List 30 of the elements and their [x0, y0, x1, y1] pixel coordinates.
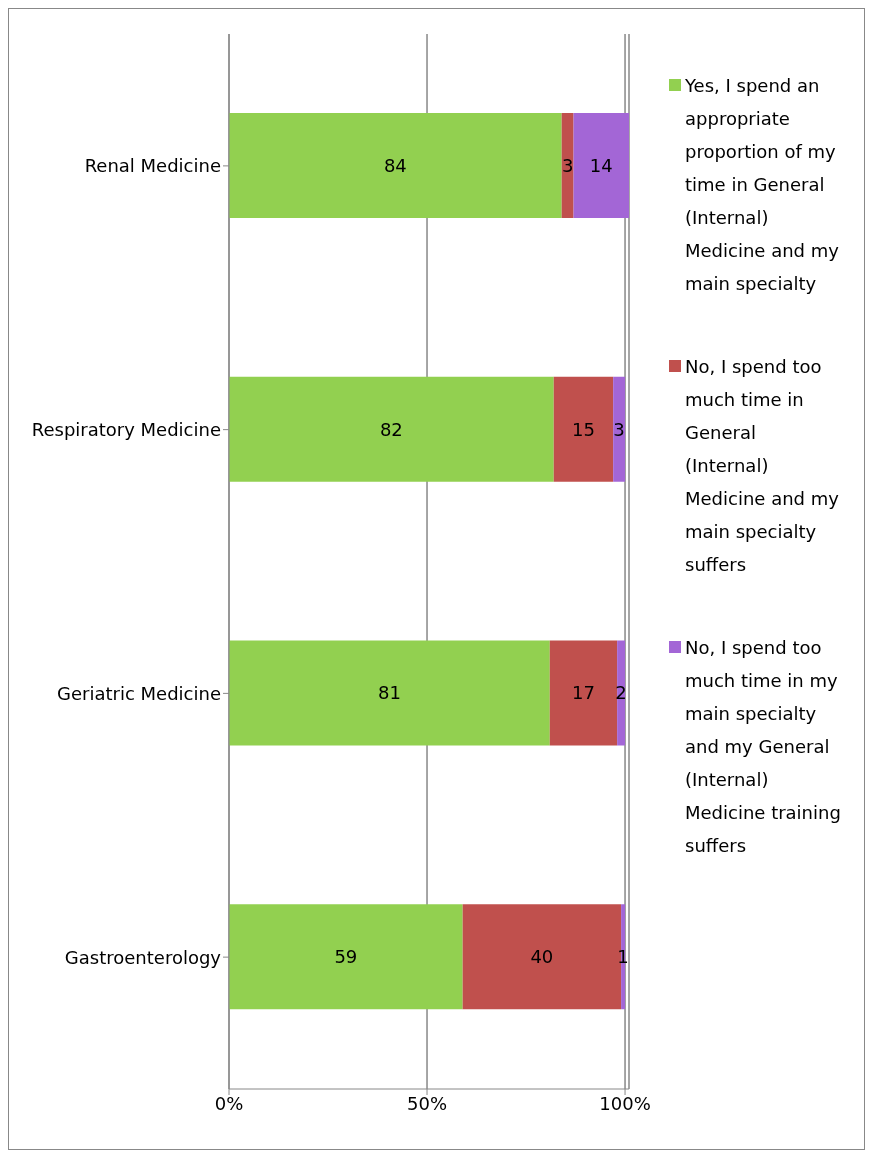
- data-label: 3: [613, 418, 625, 440]
- legend-label: Yes, I spend an appropriate proportion of my time in General (Internal) Medicine and my main specialty: [685, 74, 840, 296]
- bar: [229, 376, 554, 482]
- bar: [561, 113, 574, 218]
- y-tick-label: Renal Medicine: [84, 155, 221, 177]
- y-tick-label: Geriatric Medicine: [57, 682, 221, 704]
- bar: [229, 904, 463, 1010]
- x-tick-label: 50%: [407, 1092, 448, 1114]
- data-label: 14: [589, 154, 613, 176]
- bar: [549, 640, 618, 746]
- bar: [573, 113, 629, 218]
- data-label: 59: [334, 946, 358, 968]
- bar: [229, 640, 550, 746]
- legend-label: No, I spend too much time in my main specialty and my General (Internal) Medicine training suffers: [685, 636, 842, 858]
- x-tick-label: 100%: [599, 1092, 651, 1114]
- data-label: 15: [572, 418, 595, 440]
- bar: [229, 113, 562, 218]
- data-label: 82: [379, 418, 403, 440]
- data-label: 40: [530, 946, 554, 968]
- data-label: 84: [383, 154, 407, 176]
- bar: [621, 904, 626, 1010]
- legend-label: No, I spend too much time in General (Internal) Medicine and my main specialty suffers: [685, 355, 840, 577]
- bar: [553, 376, 614, 482]
- data-label: 17: [572, 682, 595, 704]
- bar: [613, 376, 626, 482]
- data-label: 81: [377, 682, 401, 704]
- y-tick-label: Respiratory Medicine: [31, 419, 221, 441]
- x-tick-label: 0%: [214, 1092, 244, 1114]
- data-label: 3: [561, 154, 574, 176]
- y-tick-label: Gastroenterology: [64, 946, 222, 968]
